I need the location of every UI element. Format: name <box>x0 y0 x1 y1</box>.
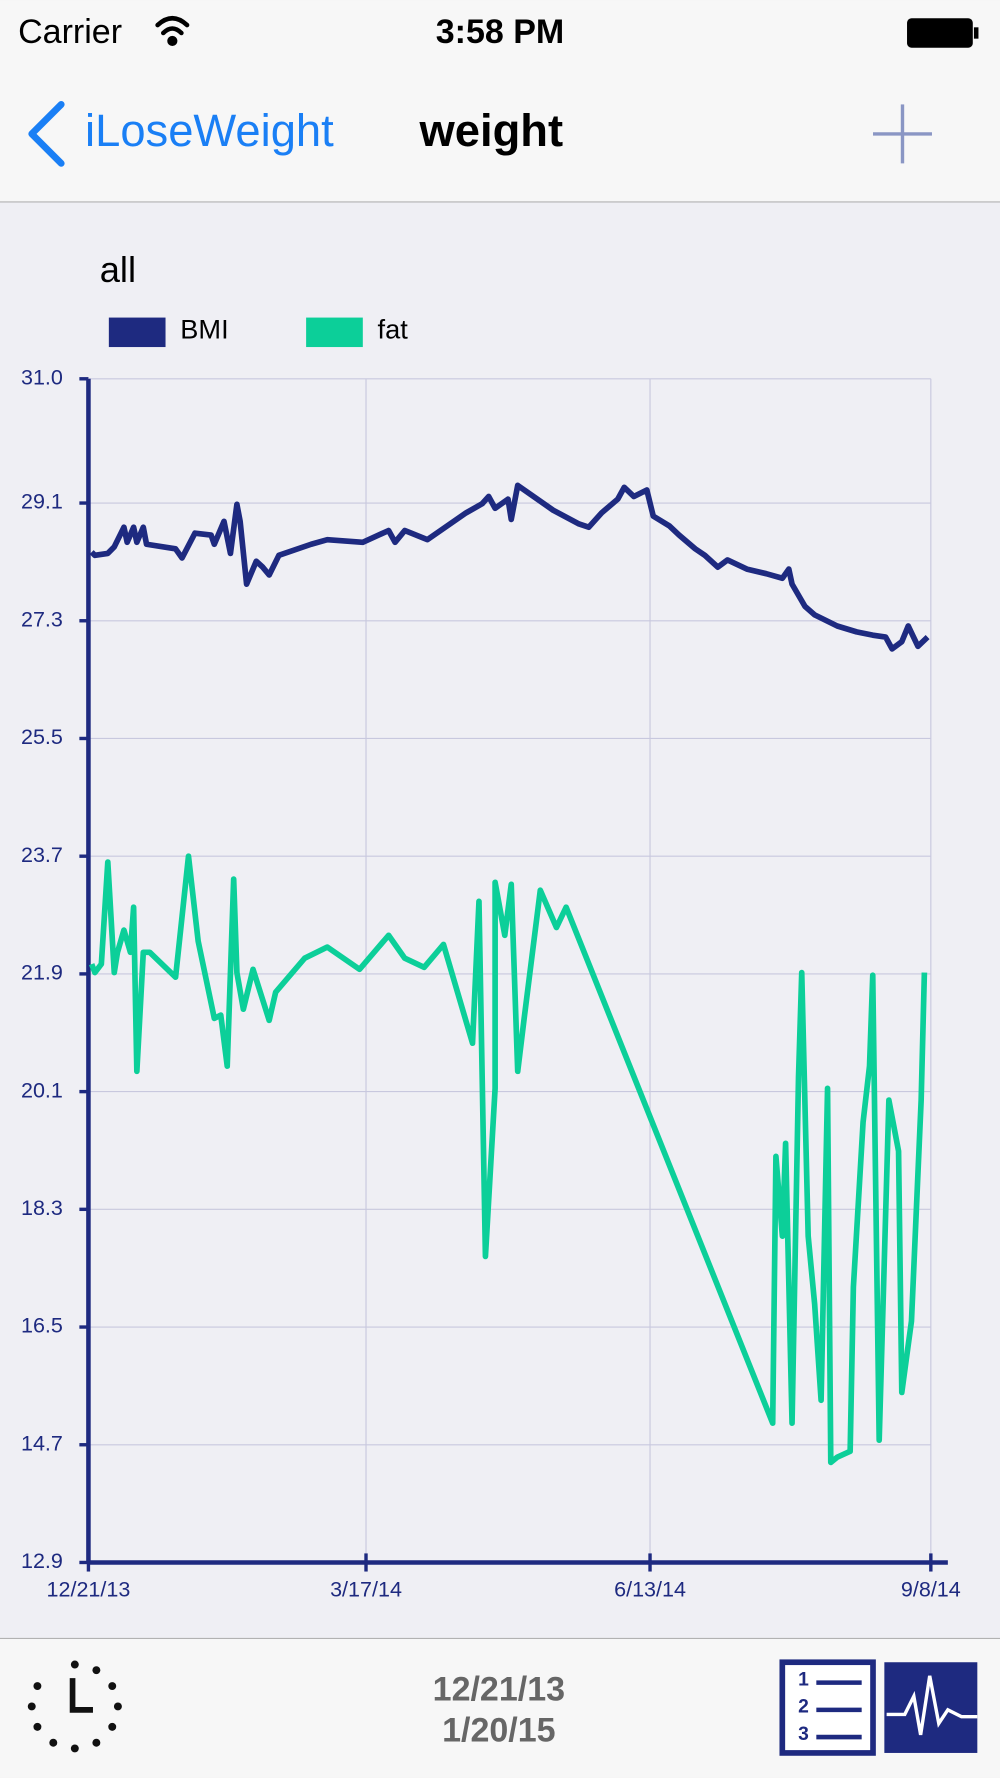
add-button[interactable] <box>873 104 932 164</box>
back-chevron[interactable] <box>28 101 65 167</box>
x-tick-label: 6/13/14 <box>614 1578 686 1602</box>
x-tick-label: 3/17/14 <box>330 1578 402 1602</box>
range-start: 12/21/13 <box>433 1671 565 1709</box>
legend-label: BMI <box>180 313 228 344</box>
series-line <box>89 482 930 652</box>
y-tick-label: 14.7 <box>21 1431 63 1455</box>
range-end: 1/20/15 <box>442 1712 555 1750</box>
y-tick-label: 25.5 <box>21 725 63 749</box>
top-bar-bg <box>0 0 1000 202</box>
y-tick-label: 29.1 <box>21 490 63 514</box>
clock-button[interactable] <box>27 1660 122 1753</box>
y-tick-label: 12.9 <box>21 1549 63 1573</box>
list-button[interactable]: 1 2 3 <box>779 1659 876 1756</box>
y-tick-label: 31.0 <box>21 365 63 389</box>
carrier: Carrier <box>18 13 122 51</box>
chart-button[interactable] <box>884 1662 978 1753</box>
list-icon-glyph: 2 <box>798 1697 809 1718</box>
series-line <box>89 853 928 1466</box>
y-tick-label: 23.7 <box>21 843 63 867</box>
list-icon-glyph: 1 <box>798 1669 809 1690</box>
y-tick-label: 16.5 <box>21 1314 63 1338</box>
legend-swatch <box>306 317 363 348</box>
list-icon-glyph: 3 <box>798 1724 809 1745</box>
back-button[interactable]: iLoseWeight <box>85 105 334 156</box>
nav-title: weight <box>419 105 564 156</box>
y-tick-label: 21.9 <box>21 961 63 985</box>
x-tick-label: 12/21/13 <box>47 1578 131 1602</box>
wifi-icon <box>155 15 190 47</box>
plot: 12.9 14.7 16.5 18.3 20.1 21.9 23.7 25.5 27.3 29.1… <box>21 313 961 1601</box>
y-tick-label: 18.3 <box>21 1196 63 1220</box>
x-tick-label: 9/8/14 <box>901 1578 961 1602</box>
legend-swatch <box>108 317 166 348</box>
y-tick-label: 20.1 <box>21 1078 63 1102</box>
legend-label: fat <box>378 313 409 344</box>
clock: 3:58 PM <box>436 13 565 51</box>
battery-icon <box>907 18 979 48</box>
chart-title: all <box>100 249 136 290</box>
y-tick-label: 27.3 <box>21 607 63 631</box>
